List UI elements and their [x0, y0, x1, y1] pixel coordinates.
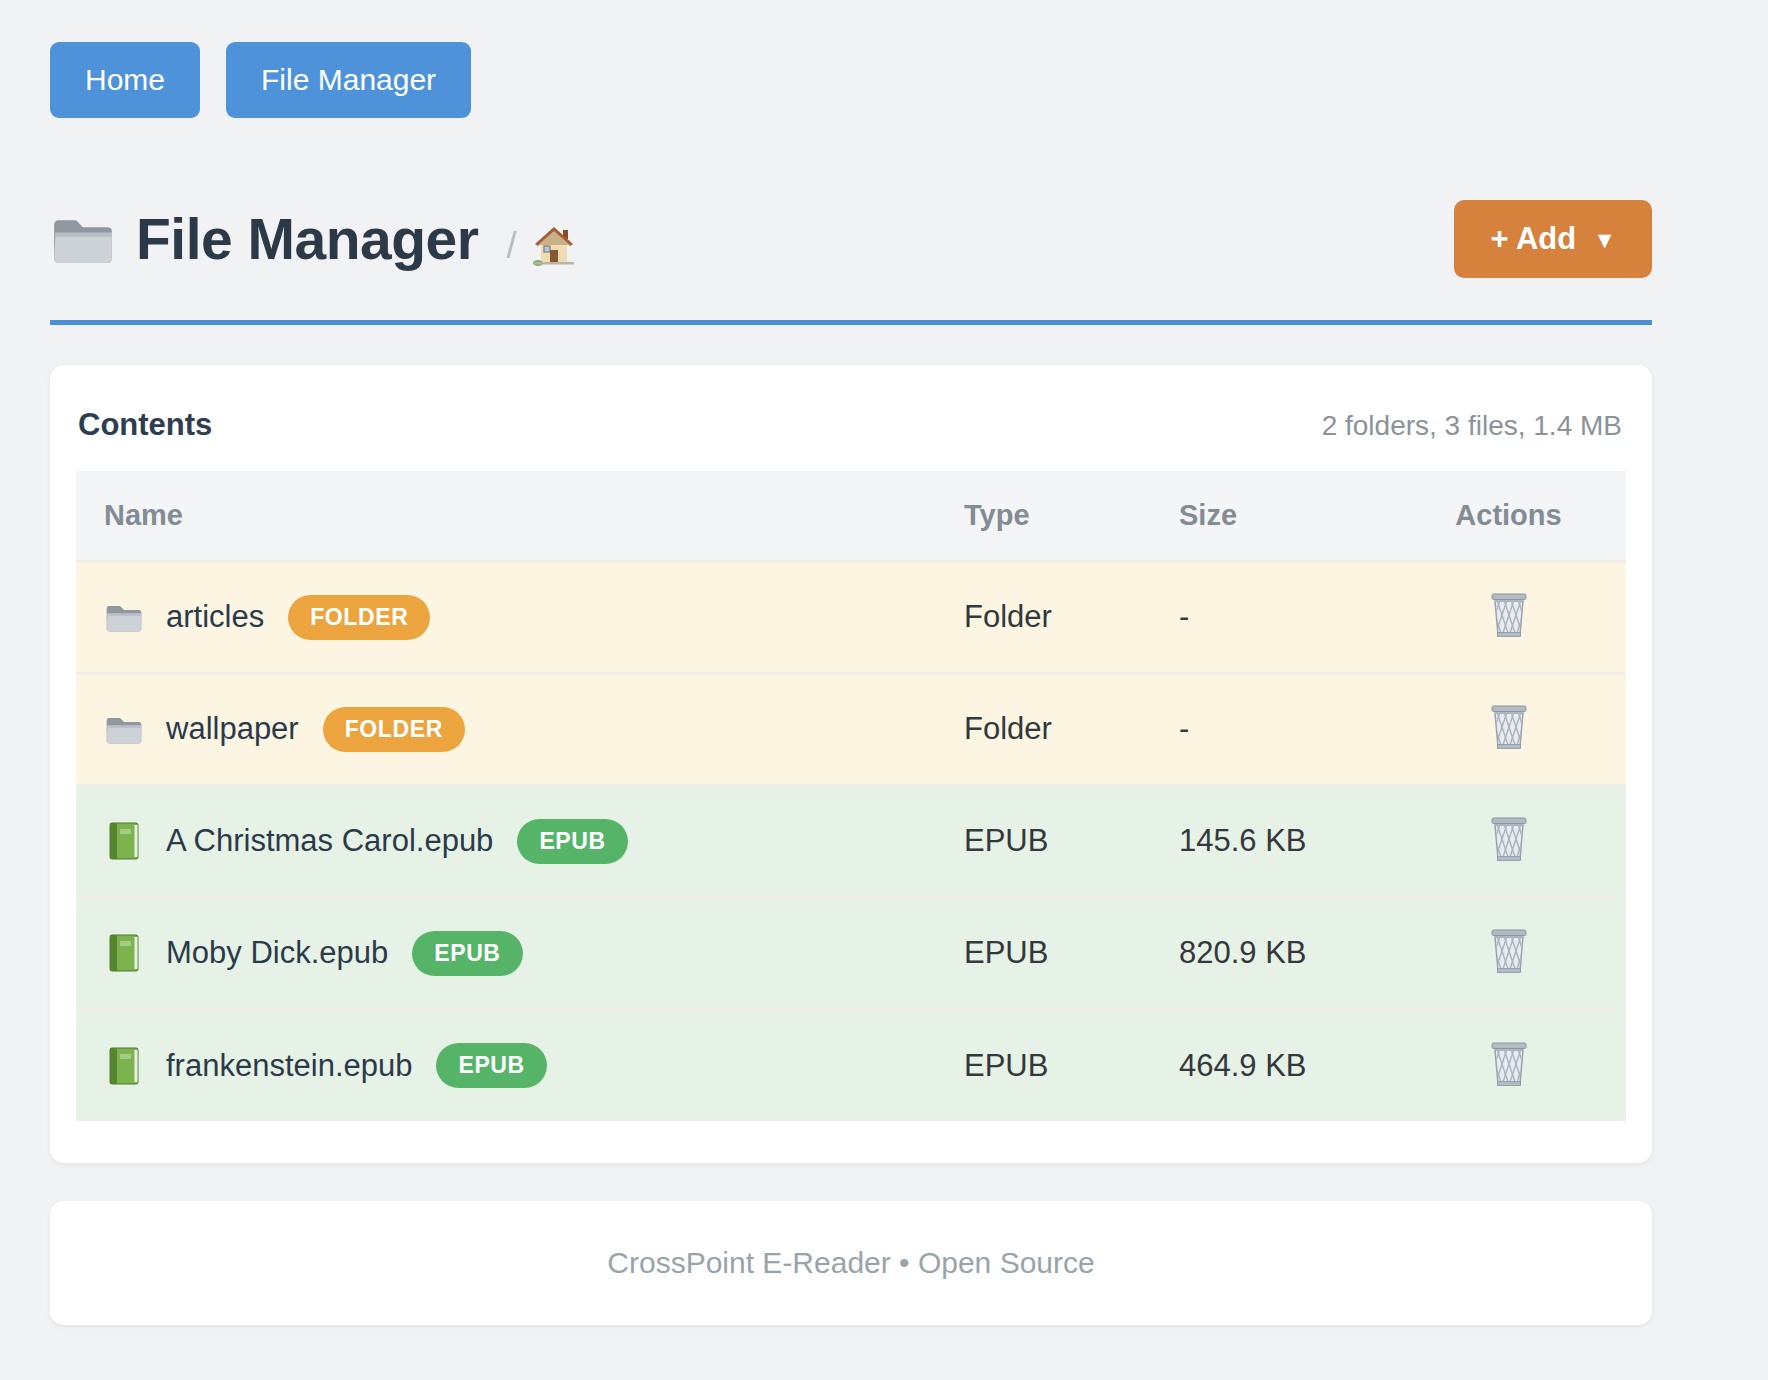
green-book-icon [104, 1046, 144, 1086]
type-cell: EPUB [936, 785, 1151, 897]
delete-button[interactable] [1481, 811, 1537, 870]
size-cell: - [1151, 561, 1391, 673]
file-name[interactable]: Moby Dick.epub [166, 935, 388, 971]
file-name[interactable]: A Christmas Carol.epub [166, 823, 493, 859]
page-header: File Manager / + Add ▼ [50, 200, 1652, 278]
file-name[interactable]: frankenstein.epub [166, 1048, 412, 1084]
column-header-size: Size [1151, 471, 1391, 561]
table-row: A Christmas Carol.epub EPUB EPUB 145.6 K… [76, 785, 1626, 897]
type-cell: EPUB [936, 1009, 1151, 1121]
breadcrumb-separator: / [506, 225, 516, 267]
folder-icon [104, 713, 144, 746]
column-header-type: Type [936, 471, 1151, 561]
title-underline [50, 320, 1652, 325]
size-cell: - [1151, 673, 1391, 785]
table-row: articles FOLDER Folder - [76, 561, 1626, 673]
file-table-header: Name Type Size Actions [76, 471, 1626, 561]
wastebasket-icon [1487, 927, 1531, 975]
add-button[interactable]: + Add ▼ [1454, 200, 1652, 278]
folder-icon [104, 601, 144, 634]
type-badge: FOLDER [288, 595, 430, 640]
contents-card-header: Contents 2 folders, 3 files, 1.4 MB [76, 397, 1626, 443]
delete-button[interactable] [1481, 923, 1537, 982]
type-cell: EPUB [936, 897, 1151, 1009]
column-header-name: Name [76, 471, 936, 561]
table-row: frankenstein.epub EPUB EPUB 464.9 KB [76, 1009, 1626, 1121]
wastebasket-icon [1487, 591, 1531, 639]
type-badge: EPUB [517, 819, 627, 864]
column-header-actions: Actions [1391, 471, 1626, 561]
page-title: File Manager [136, 206, 478, 272]
file-table-body: articles FOLDER Folder - wallpaper [76, 561, 1626, 1121]
table-row: wallpaper FOLDER Folder - [76, 673, 1626, 785]
wastebasket-icon [1487, 815, 1531, 863]
wastebasket-icon [1487, 1040, 1531, 1088]
footer-text: CrossPoint E-Reader • Open Source [607, 1246, 1094, 1279]
add-button-label: + Add [1490, 221, 1576, 257]
top-nav: Home File Manager [50, 42, 1652, 118]
table-row: Moby Dick.epub EPUB EPUB 820.9 KB [76, 897, 1626, 1009]
delete-button[interactable] [1481, 587, 1537, 646]
delete-button[interactable] [1481, 1036, 1537, 1095]
footer-card: CrossPoint E-Reader • Open Source [50, 1201, 1652, 1325]
wastebasket-icon [1487, 703, 1531, 751]
home-icon[interactable] [532, 223, 576, 267]
contents-title: Contents [78, 407, 212, 443]
page-title-wrap: File Manager / [50, 206, 576, 272]
type-cell: Folder [936, 561, 1151, 673]
type-badge: FOLDER [323, 707, 465, 752]
type-badge: EPUB [412, 931, 522, 976]
chevron-down-icon: ▼ [1593, 227, 1616, 254]
file-name[interactable]: wallpaper [166, 711, 299, 747]
folder-icon [50, 212, 116, 267]
green-book-icon [104, 821, 144, 861]
green-book-icon [104, 933, 144, 973]
type-cell: Folder [936, 673, 1151, 785]
size-cell: 820.9 KB [1151, 897, 1391, 1009]
type-badge: EPUB [436, 1043, 546, 1088]
file-table: Name Type Size Actions articles FOLDER F… [76, 471, 1626, 1121]
contents-summary: 2 folders, 3 files, 1.4 MB [1322, 410, 1622, 442]
nav-home-button[interactable]: Home [50, 42, 200, 118]
size-cell: 464.9 KB [1151, 1009, 1391, 1121]
delete-button[interactable] [1481, 699, 1537, 758]
size-cell: 145.6 KB [1151, 785, 1391, 897]
contents-card: Contents 2 folders, 3 files, 1.4 MB Name… [50, 365, 1652, 1163]
nav-file-manager-button[interactable]: File Manager [226, 42, 471, 118]
file-name[interactable]: articles [166, 599, 264, 635]
